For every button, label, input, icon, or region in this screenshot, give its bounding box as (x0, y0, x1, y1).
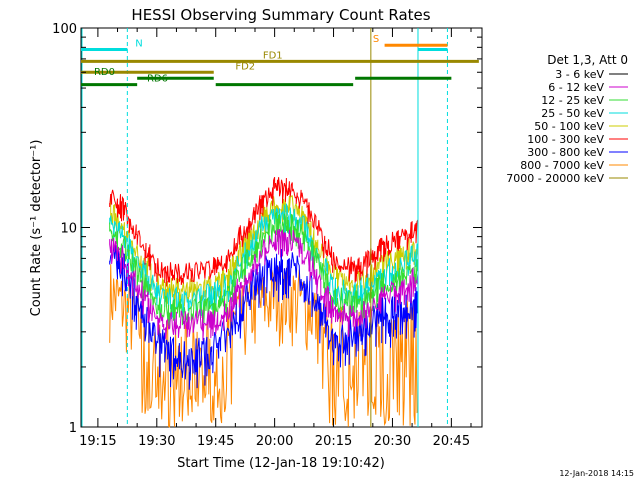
x-tick-label: 20:45 (433, 434, 470, 449)
legend-entry-label: 50 - 100 keV (534, 120, 604, 133)
series-line-fill-3 (109, 228, 419, 341)
legend-entry-label: 12 - 25 keV (541, 94, 604, 107)
date-stamp: 12-Jan-2018 14:15 (559, 469, 634, 478)
y-tick-label: 1 (69, 421, 77, 436)
legend-entry-label: 7000 - 20000 keV (506, 172, 604, 185)
legend-entry-label: 25 - 50 keV (541, 107, 604, 120)
series-line-fill-0 (109, 195, 419, 311)
x-tick-label: 20:00 (256, 434, 293, 449)
x-axis-label: Start Time (12-Jan-18 19:10:42) (177, 456, 385, 471)
flags-layer: N S FD1 FD2 RD0 RD6 (81, 28, 479, 427)
data-layer (109, 176, 419, 428)
axis-layer: 19:15 19:30 19:45 20:00 20:15 20:30 20:45 1 10 10… (52, 22, 482, 449)
x-tick-label: 19:30 (138, 434, 175, 449)
legend-entry-label: 100 - 300 keV (527, 133, 604, 146)
flag-label-rd0: RD0 (94, 67, 115, 78)
y-tick-label: 100 (52, 22, 77, 37)
flag-label-rd6: RD6 (147, 74, 168, 85)
series-line-fill-2 (109, 211, 419, 329)
x-tick-label: 19:45 (197, 434, 234, 449)
x-tick-label: 20:30 (374, 434, 411, 449)
x-tick-label: 20:15 (315, 434, 352, 449)
chart-title: HESSI Observing Summary Count Rates (131, 6, 430, 24)
series-line-100-300-kev (109, 176, 419, 287)
y-axis-label: Count Rate (s⁻¹ detector⁻¹) (29, 140, 44, 317)
flag-label-n: N (135, 39, 142, 50)
y-tick-label: 10 (60, 222, 77, 237)
legend-entry-label: 800 - 7000 keV (520, 159, 604, 172)
legend-entry-label: 3 - 6 keV (555, 68, 604, 81)
flag-label-fd2: FD2 (235, 61, 255, 72)
flag-label-fd1: FD1 (263, 50, 283, 61)
legend-entry-label: 6 - 12 keV (548, 81, 604, 94)
flag-label-s: S (373, 34, 379, 45)
legend-title: Det 1,3, Att 0 (547, 53, 628, 67)
x-tick-label: 19:15 (79, 434, 116, 449)
legend-entry-label: 300 - 800 keV (527, 146, 604, 159)
